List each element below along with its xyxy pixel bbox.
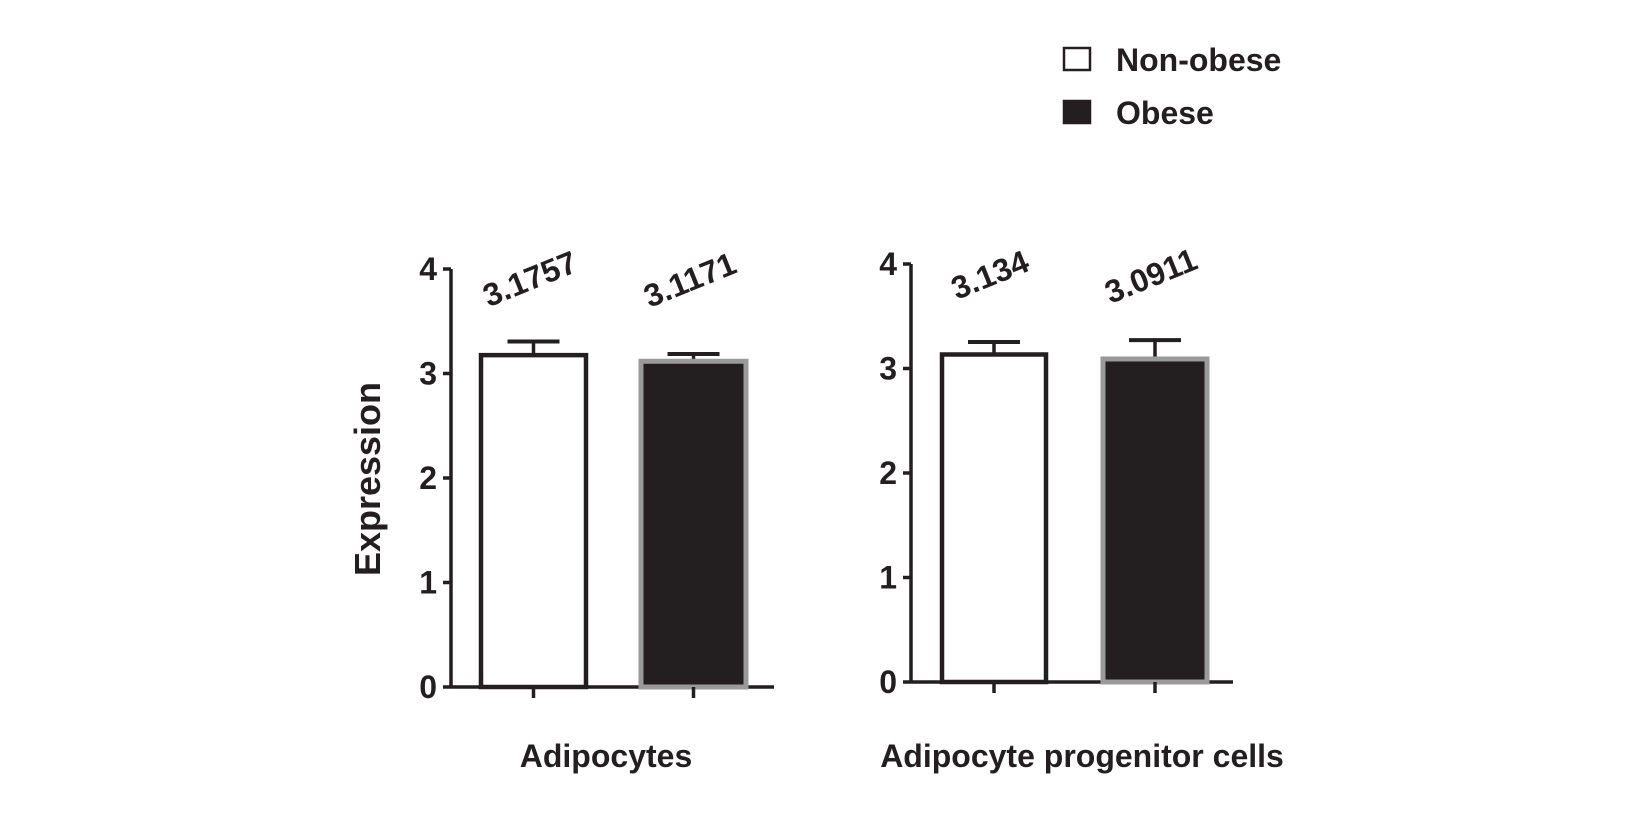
data-value-label: 3.0911 [1100,241,1203,310]
y-tick-label: 4 [879,246,897,282]
y-tick-label: 2 [419,460,437,496]
data-value-label: 3.1757 [478,244,582,314]
legend: Non-obese Obese [1062,42,1281,131]
legend-label: Non-obese [1116,42,1281,78]
y-tick-label: 0 [419,669,437,705]
chart-panel-adipocytes: 0 1 2 3 4 Expression 3.1757 3.1171 Adipocytes [347,244,774,774]
x-group-label: Adipocyte progenitor cells [880,738,1284,774]
data-value-label: 3.134 [946,243,1034,306]
y-tick-label: 3 [419,356,437,392]
legend-label: Obese [1116,95,1214,131]
y-tick-label: 1 [419,565,437,601]
data-value-label: 3.1171 [639,245,742,314]
bar-obese [638,358,749,690]
chart-panel-progenitor-cells: 0 1 2 3 4 3.134 3.0911 Adipocyte progenitor cel… [879,241,1284,774]
bar-non-obese [939,352,1049,685]
x-group-label: Adipocytes [520,738,692,774]
bar-non-obese [478,352,589,690]
legend-swatch-obese [1062,99,1092,125]
bar-obese [1100,356,1210,685]
y-tick-label: 1 [879,560,897,596]
y-axis-title: Expression [347,382,388,576]
legend-swatch-non-obese [1062,46,1092,72]
y-tick-label: 0 [879,664,897,700]
y-tick-label: 2 [879,455,897,491]
y-tick-label: 3 [879,351,897,387]
y-tick-label: 4 [419,251,437,287]
